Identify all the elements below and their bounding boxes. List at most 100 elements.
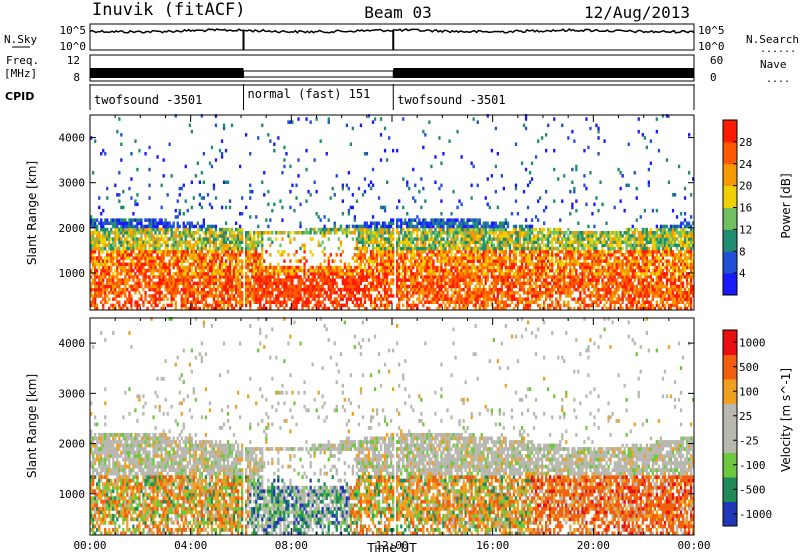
heat-cell — [345, 265, 348, 270]
heat-cell — [424, 237, 427, 241]
heat-cell — [106, 227, 109, 232]
heat-cell — [299, 275, 302, 279]
heat-cell — [462, 227, 465, 232]
heat-cell — [416, 231, 419, 235]
heat-cell — [410, 262, 413, 267]
heat-cell — [426, 224, 429, 229]
heat-cell — [307, 284, 310, 289]
heat-cell — [182, 221, 185, 225]
heat-cell — [528, 246, 532, 251]
heat-cell — [331, 268, 334, 273]
heat-cell — [184, 256, 187, 260]
heat-cell — [120, 243, 123, 248]
heat-cell — [164, 287, 167, 292]
heat-cell — [406, 291, 409, 295]
heat-cell — [353, 268, 356, 273]
heat-cell — [275, 287, 278, 292]
heat-cell — [472, 250, 475, 254]
heat-cell — [241, 237, 244, 241]
heat-cell — [466, 218, 469, 222]
heat-cell — [118, 291, 121, 295]
heat-cell — [466, 281, 469, 286]
heat-cell — [516, 303, 520, 308]
heat-cell — [377, 231, 381, 235]
heat-cell — [408, 234, 411, 238]
heat-cell — [279, 294, 282, 298]
heat-cell — [369, 287, 373, 292]
noise-right-bottom: 10^0 — [698, 40, 725, 53]
heat-cell — [321, 231, 324, 235]
heat-cell — [152, 259, 155, 263]
heat-cell — [166, 250, 169, 254]
heat-cell — [235, 272, 238, 276]
heat-cell — [434, 155, 437, 159]
heat-cell — [124, 275, 127, 279]
heat-cell — [335, 297, 338, 301]
heat-cell — [196, 246, 199, 251]
heat-cell — [232, 237, 236, 241]
heat-cell — [341, 303, 344, 308]
heat-cell — [430, 275, 433, 279]
heat-cell — [200, 227, 203, 232]
heat-cell — [186, 240, 189, 244]
noise-panel: 10^5 10^0 10^5 10^0 N.Sky N.Search .....… — [4, 23, 799, 55]
heat-cell — [118, 306, 121, 311]
heat-cell — [204, 297, 208, 301]
heat-cell — [212, 256, 216, 260]
heat-cell — [126, 224, 129, 229]
heat-cell — [446, 275, 449, 279]
heat-cell — [492, 231, 495, 235]
heat-cell — [170, 275, 173, 279]
heat-cell — [514, 281, 518, 286]
heat-cell — [263, 259, 266, 263]
heat-cell — [335, 231, 338, 235]
heat-cell — [178, 268, 181, 273]
heat-cell — [476, 250, 479, 254]
heat-cell — [309, 227, 312, 232]
heat-cell — [532, 246, 536, 251]
heat-cell — [102, 231, 105, 235]
heat-cell — [305, 199, 308, 203]
heat-cell — [402, 262, 405, 267]
heat-cell — [277, 136, 280, 140]
heat-cell — [524, 259, 528, 263]
heat-cell — [539, 237, 542, 241]
heat-cell — [422, 227, 425, 232]
heat-cell — [168, 275, 171, 279]
heat-cell — [355, 284, 359, 289]
heat-cell — [166, 287, 169, 292]
heat-cell — [386, 250, 389, 254]
heat-cell — [232, 243, 236, 248]
heat-cell — [212, 268, 216, 273]
heat-cell — [416, 281, 419, 286]
heat-cell — [410, 240, 413, 244]
heat-cell — [444, 284, 447, 289]
heat-cell — [480, 265, 483, 270]
heat-cell — [367, 262, 371, 267]
heat-cell — [458, 281, 461, 286]
heat-cell — [422, 224, 425, 229]
heat-cell — [118, 250, 121, 254]
heat-cell — [303, 287, 306, 292]
heat-cell — [549, 246, 552, 251]
heat-cell — [496, 224, 499, 229]
heat-cell — [494, 259, 497, 263]
heat-cell — [251, 253, 254, 257]
heat-cell — [492, 268, 495, 273]
heat-cell — [347, 186, 350, 191]
heat-cell — [530, 294, 534, 298]
heat-cell — [484, 196, 487, 200]
heat-cell — [158, 265, 161, 270]
heat-cell — [396, 272, 399, 276]
heat-cell — [317, 240, 320, 244]
heat-cell — [140, 234, 143, 238]
heat-cell — [168, 142, 171, 146]
heat-cell — [514, 237, 518, 241]
heat-cell — [422, 234, 425, 238]
heat-cell — [357, 256, 361, 260]
heat-cell — [323, 265, 326, 270]
heat-cell — [410, 287, 413, 292]
heat-cell — [228, 253, 232, 257]
heat-cell — [128, 291, 131, 295]
heat-cell — [379, 253, 383, 257]
